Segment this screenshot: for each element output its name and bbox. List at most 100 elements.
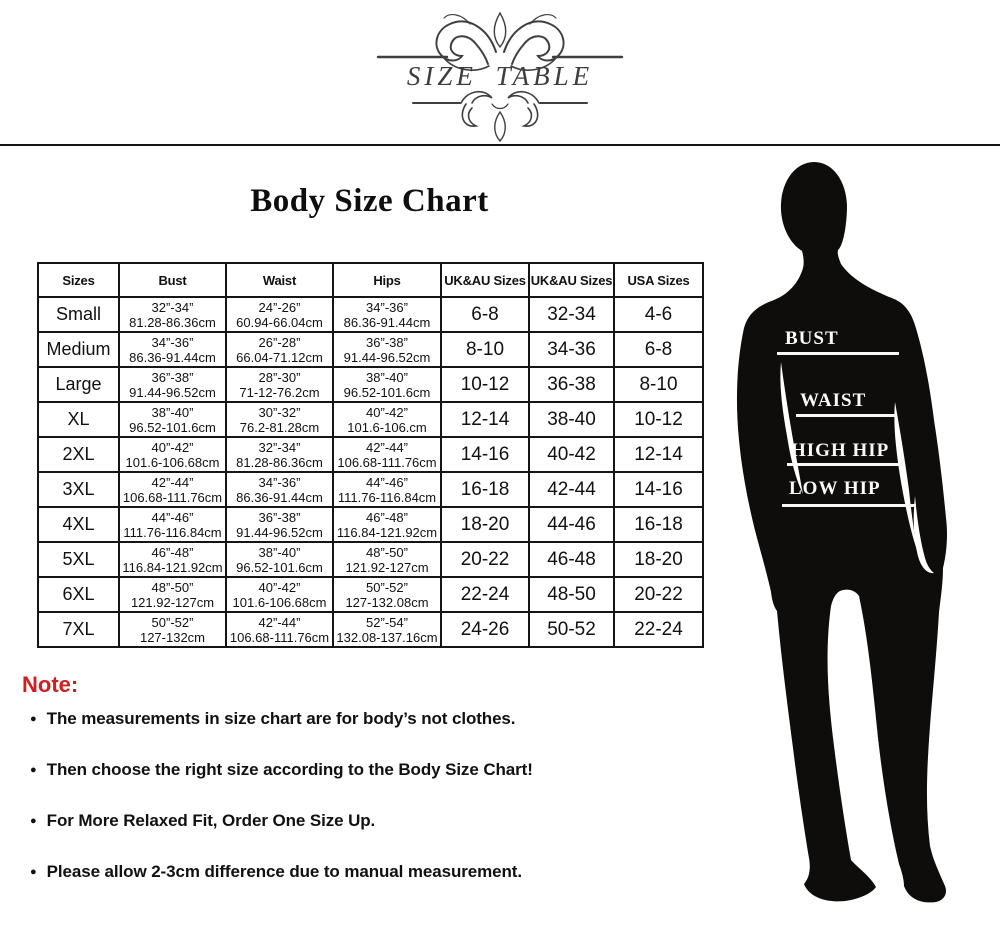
bust-cell: 40”-42” 101.6-106.68cm [118, 436, 227, 473]
ukau-sizes-1-cell: 22-24 [440, 576, 530, 613]
waist-cell: 26”-28” 66.04-71.12cm [225, 331, 334, 368]
size-cell: 4XL [37, 506, 120, 543]
size-cell: Medium [37, 331, 120, 368]
table-row: 3XL 42”-44” 106.68-111.76cm 34”-36” 86.36-91… [37, 471, 704, 508]
ukau-sizes-2-cell: 38-40 [528, 401, 615, 438]
usa-sizes-cell: 14-16 [613, 471, 704, 508]
hips-cell: 40”-42” 101.6-106.cm [332, 401, 442, 438]
table-row: 5XL 46”-48” 116.84-121.92cm 38”-40” 96.52-10… [37, 541, 704, 578]
ukau-sizes-1-cell: 18-20 [440, 506, 530, 543]
column-header-5: UK&AU Sizes [528, 262, 615, 298]
bullet-icon: ● [30, 713, 37, 725]
usa-sizes-cell: 8-10 [613, 366, 704, 403]
usa-sizes-cell: 4-6 [613, 296, 704, 333]
figure-label-waist: WAIST [800, 390, 867, 411]
waist-cell: 28”-30” 71-12-76.2cm [225, 366, 334, 403]
flourish-ornament-icon [376, 11, 624, 143]
note-heading: Note: [22, 672, 79, 697]
figure-underline-low-hip [782, 504, 916, 507]
note-item-text: Please allow 2-3cm difference due to man… [46, 862, 522, 881]
table-row: Medium 34”-36” 86.36-91.44cm 26”-28” 66.04-7… [37, 331, 704, 368]
size-cell: Small [37, 296, 120, 333]
body-size-chart-table: Sizes Bust Waist Hips UK&AU Sizes UK&AU Sizes… [37, 262, 704, 648]
table-header-row: Sizes Bust Waist Hips UK&AU Sizes UK&AU Sizes… [37, 262, 704, 298]
bullet-icon: ● [30, 866, 37, 878]
page-title: Body Size Chart [250, 183, 489, 219]
ukau-sizes-2-cell: 32-34 [528, 296, 615, 333]
figure-underline-high-hip [787, 463, 903, 466]
female-body-silhouette [736, 162, 947, 903]
size-cell: 2XL [37, 436, 120, 473]
header-divider [0, 144, 1000, 146]
bust-cell: 32”-34” 81.28-86.36cm [118, 296, 227, 333]
ukau-sizes-1-cell: 14-16 [440, 436, 530, 473]
ukau-sizes-2-cell: 46-48 [528, 541, 615, 578]
bust-cell: 34”-36” 86.36-91.44cm [118, 331, 227, 368]
ukau-sizes-1-cell: 20-22 [440, 541, 530, 578]
waist-cell: 32”-34” 81.28-86.36cm [225, 436, 334, 473]
table-row: XL 38”-40” 96.52-101.6cm 30”-32” 76.2-81.28c… [37, 401, 704, 438]
figure-underline-waist [796, 414, 897, 417]
column-header-4: UK&AU Sizes [440, 262, 530, 298]
size-cell: XL [37, 401, 120, 438]
note-item: ● For More Relaxed Fit, Order One Size Up… [30, 810, 630, 861]
hips-cell: 50”-52” 127-132.08cm [332, 576, 442, 613]
size-cell: 7XL [37, 611, 120, 648]
ukau-sizes-2-cell: 44-46 [528, 506, 615, 543]
bust-cell: 36”-38” 91.44-96.52cm [118, 366, 227, 403]
usa-sizes-cell: 22-24 [613, 611, 704, 648]
size-table-body: Small 32”-34” 81.28-86.36cm 24”-26” 60.94-66… [37, 296, 704, 648]
usa-sizes-cell: 18-20 [613, 541, 704, 578]
table-row: 6XL 48”-50” 121.92-127cm 40”-42” 101.6-106.6… [37, 576, 704, 613]
note-item-text: Then choose the right size according to … [46, 760, 533, 779]
ornament-title: SIZE TABLE [406, 61, 594, 91]
hips-cell: 52”-54” 132.08-137.16cm [332, 611, 442, 648]
ukau-sizes-2-cell: 48-50 [528, 576, 615, 613]
table-row: Large 36”-38” 91.44-96.52cm 28”-30” 71-12-76… [37, 366, 704, 403]
usa-sizes-cell: 10-12 [613, 401, 704, 438]
size-cell: 5XL [37, 541, 120, 578]
column-header-2: Waist [225, 262, 334, 298]
ukau-sizes-1-cell: 24-26 [440, 611, 530, 648]
table-row: 4XL 44”-46” 111.76-116.84cm 36”-38” 91.44-96… [37, 506, 704, 543]
figure-label-high-hip: HIGH HIP [791, 440, 890, 461]
waist-cell: 34”-36” 86.36-91.44cm [225, 471, 334, 508]
bust-cell: 46”-48” 116.84-121.92cm [118, 541, 227, 578]
waist-cell: 30”-32” 76.2-81.28cm [225, 401, 334, 438]
note-item: ● Then choose the right size according to… [30, 759, 630, 810]
usa-sizes-cell: 6-8 [613, 331, 704, 368]
hips-cell: 36”-38” 91.44-96.52cm [332, 331, 442, 368]
usa-sizes-cell: 20-22 [613, 576, 704, 613]
ukau-sizes-2-cell: 34-36 [528, 331, 615, 368]
note-item-text: The measurements in size chart are for b… [46, 709, 516, 728]
note-item-text: For More Relaxed Fit, Order One Size Up. [46, 811, 376, 830]
waist-cell: 40”-42” 101.6-106.68cm [225, 576, 334, 613]
hips-cell: 34”-36” 86.36-91.44cm [332, 296, 442, 333]
bust-cell: 38”-40” 96.52-101.6cm [118, 401, 227, 438]
figure-label-low-hip: LOW HIP [789, 478, 881, 499]
bullet-icon: ● [30, 764, 37, 776]
hips-cell: 42”-44” 106.68-111.76cm [332, 436, 442, 473]
figure-underline-bust [777, 352, 899, 355]
bust-cell: 50”-52” 127-132cm [118, 611, 227, 648]
note-item: ● Please allow 2-3cm difference due to ma… [30, 861, 630, 912]
note-item: ● The measurements in size chart are for … [30, 708, 630, 759]
hips-cell: 44”-46” 111.76-116.84cm [332, 471, 442, 508]
ukau-sizes-2-cell: 36-38 [528, 366, 615, 403]
size-cell: 6XL [37, 576, 120, 613]
ukau-sizes-2-cell: 50-52 [528, 611, 615, 648]
hips-cell: 46”-48” 116.84-121.92cm [332, 506, 442, 543]
waist-cell: 24”-26” 60.94-66.04cm [225, 296, 334, 333]
ukau-sizes-2-cell: 40-42 [528, 436, 615, 473]
bust-cell: 48”-50” 121.92-127cm [118, 576, 227, 613]
table-row: 7XL 50”-52” 127-132cm 42”-44” 106.68-111.76c… [37, 611, 704, 648]
ukau-sizes-1-cell: 16-18 [440, 471, 530, 508]
hips-cell: 48”-50” 121.92-127cm [332, 541, 442, 578]
column-header-6: USA Sizes [613, 262, 704, 298]
bust-cell: 44”-46” 111.76-116.84cm [118, 506, 227, 543]
ukau-sizes-1-cell: 10-12 [440, 366, 530, 403]
column-header-1: Bust [118, 262, 227, 298]
waist-cell: 38”-40” 96.52-101.6cm [225, 541, 334, 578]
ukau-sizes-1-cell: 12-14 [440, 401, 530, 438]
